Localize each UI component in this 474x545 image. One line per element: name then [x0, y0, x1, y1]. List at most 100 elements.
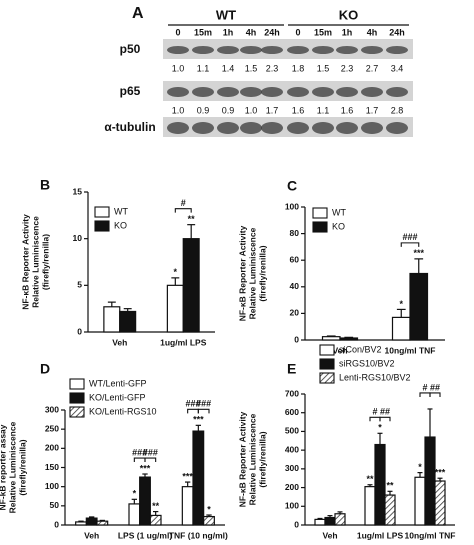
blot-band	[312, 46, 334, 54]
significance-mark: *	[174, 267, 178, 277]
band-value: 1.1	[197, 63, 210, 73]
y-axis-label-line: (firefly/renilla)	[17, 439, 27, 495]
y-tick-label: 300	[45, 404, 59, 414]
timepoint: 15m	[314, 27, 332, 37]
bar	[384, 494, 396, 526]
blot-band	[240, 46, 262, 54]
bar	[203, 515, 215, 526]
legend-swatch	[69, 378, 85, 390]
band-value: 1.0	[172, 63, 185, 73]
legend-swatch	[312, 221, 328, 233]
x-tick-label: Veh	[322, 530, 337, 540]
blot-band	[361, 122, 383, 134]
bar	[391, 316, 411, 341]
blot-band	[336, 46, 358, 54]
significance-mark: *	[207, 504, 211, 514]
blot-band	[386, 87, 408, 97]
blot-band	[240, 87, 262, 97]
y-tick-label: 5	[77, 280, 82, 290]
x-tick-label: 10ng/ml TNF	[404, 530, 455, 540]
y-tick-label: 100	[285, 501, 299, 511]
y-axis-label-line: Relative Luminiscence	[30, 216, 40, 308]
panel-label: E	[287, 361, 296, 377]
timepoint: 4h	[246, 27, 257, 37]
y-tick-label: 100	[285, 201, 299, 211]
bracket-label: #	[181, 198, 186, 208]
timepoint: 24h	[264, 27, 280, 37]
blot-band	[217, 87, 239, 97]
band-value: 1.5	[317, 63, 330, 73]
x-tick-label: 1ug/ml LPS	[357, 530, 404, 540]
blot-band	[361, 46, 383, 54]
panel-label: D	[40, 361, 50, 377]
band-value: 2.7	[366, 63, 379, 73]
bracket-label: ###	[132, 447, 147, 457]
timepoint: 0	[295, 27, 300, 37]
blot-band	[261, 46, 283, 54]
band-value: 1.1	[317, 105, 330, 115]
y-axis-label-line: NF-kB reporter assay	[0, 424, 7, 510]
y-axis-label-line: Relative Luminiscence	[247, 227, 257, 319]
band-value: 1.7	[366, 105, 379, 115]
x-tick-label: TNF (10 ng/ml)	[169, 530, 228, 540]
legend-label: WT/Lenti-GFP	[89, 378, 147, 388]
y-tick-label: 40	[290, 281, 300, 291]
bar	[166, 284, 184, 333]
bracket	[419, 392, 431, 397]
blot-band	[167, 46, 189, 54]
y-axis-label-line: NF-κB Reporter Activity	[237, 411, 247, 507]
bar	[119, 310, 137, 333]
legend-label: KO/Lenti-GFP	[89, 392, 146, 402]
legend-swatch	[69, 406, 85, 418]
bracket	[379, 416, 391, 422]
blot-band	[167, 122, 189, 134]
bracket	[369, 416, 381, 422]
x-tick-label: 1ug/ml LPS	[160, 337, 207, 347]
y-tick-label: 300	[285, 463, 299, 473]
bar	[434, 480, 446, 526]
bar	[192, 430, 205, 526]
legend-swatch	[319, 372, 335, 384]
legend-swatch	[319, 344, 335, 356]
x-tick-label: LPS (1 ug/ml)	[118, 530, 172, 540]
y-tick-label: 0	[294, 334, 299, 344]
y-axis-label-line: (firefly/renilla)	[40, 234, 50, 290]
bracket	[187, 408, 199, 414]
bracket-label: ##	[430, 382, 440, 392]
blot-band	[192, 87, 214, 97]
bracket-label: ###	[196, 399, 211, 409]
y-tick-label: 10	[73, 233, 83, 243]
y-axis-label-line: NF-κB Reporter Activity	[20, 214, 30, 310]
significance-mark: ***	[193, 415, 204, 425]
legend-swatch	[69, 392, 85, 404]
bracket	[174, 208, 192, 213]
bracket	[133, 457, 146, 463]
panel-label: A	[132, 5, 144, 22]
significance-mark: ***	[413, 248, 424, 258]
legend-label: siRGS10/BV2	[339, 358, 395, 368]
legend-swatch	[319, 358, 335, 370]
y-axis-label: NF-κB Reporter Activity Relative Luminisc…	[237, 225, 267, 321]
blot-band	[386, 122, 408, 134]
row-label: α-tubulin	[104, 120, 155, 134]
timepoint: 0	[175, 27, 180, 37]
legend-label: KO/Lenti-RGS10	[89, 406, 157, 416]
y-tick-label: 150	[45, 462, 59, 472]
blot-band	[312, 87, 334, 97]
y-axis-label-line: Relative Luminiscence	[247, 413, 257, 505]
y-tick-label: 80	[290, 228, 300, 238]
y-tick-label: 200	[285, 482, 299, 492]
significance-mark: *	[133, 489, 137, 499]
band-value: 1.6	[292, 105, 305, 115]
bar	[314, 518, 326, 526]
bracket-label: #	[372, 407, 377, 417]
band-value: 2.3	[341, 63, 354, 73]
x-tick-label: Veh	[84, 530, 99, 540]
band-value: 1.0	[172, 105, 185, 115]
bar	[339, 337, 359, 341]
y-axis-label-line: (firefly/renilla)	[257, 431, 267, 487]
legend-label: siCon/BV2	[339, 344, 382, 354]
legend-swatch	[312, 207, 328, 219]
